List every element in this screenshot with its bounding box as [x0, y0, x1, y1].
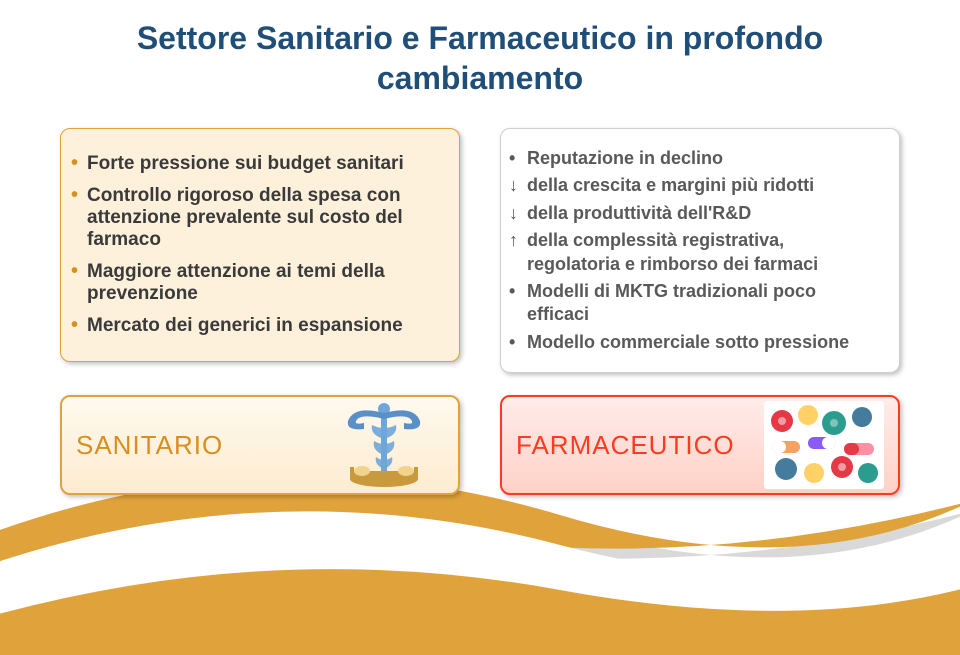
farma-item: •Modello commerciale sotto pressione	[527, 331, 881, 354]
farmaceutico-box: •Reputazione in declino ↓della crescita …	[500, 128, 900, 373]
sanitario-item: Controllo rigoroso della spesa con atten…	[87, 185, 441, 251]
sanitario-item: Mercato dei generici in espansione	[87, 315, 441, 337]
farmaceutico-label: FARMACEUTICO	[516, 430, 735, 461]
sanitario-item: Forte pressione sui budget sanitari	[87, 153, 441, 175]
farma-item: ↓della produttività dell'R&D	[527, 202, 881, 225]
farmaceutico-label-card: FARMACEUTICO	[500, 395, 900, 495]
farma-item: •Modelli di MKTG tradizionali poco effic…	[527, 280, 881, 327]
sanitario-label-card: SANITARIO	[60, 395, 460, 495]
sanitario-item: Maggiore attenzione ai temi della preven…	[87, 261, 441, 305]
sanitario-label: SANITARIO	[76, 430, 223, 461]
slide-title: Settore Sanitario e Farmaceutico in prof…	[0, 0, 960, 98]
farma-item: ↓della crescita e margini più ridotti	[527, 174, 881, 197]
caduceus-icon	[324, 401, 444, 489]
farma-item: ↑della complessità registrativa, regolat…	[527, 229, 881, 276]
sanitario-box: Forte pressione sui budget sanitari Cont…	[60, 128, 460, 362]
farma-item: •Reputazione in declino	[527, 147, 881, 170]
pills-icon	[764, 401, 884, 489]
